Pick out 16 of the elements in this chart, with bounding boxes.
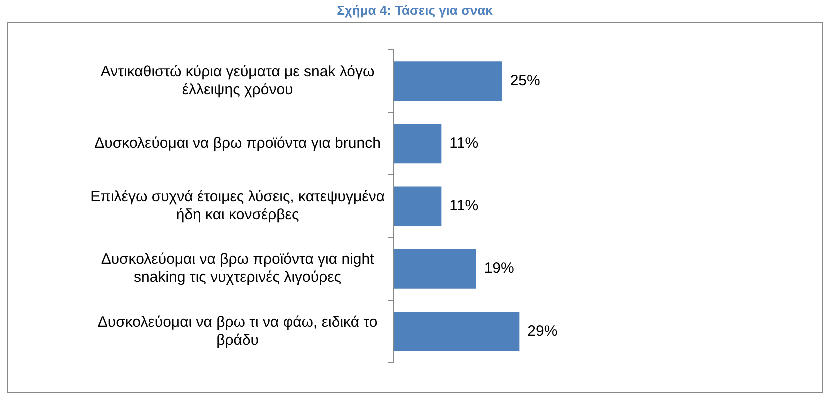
chart-title: Σχήμα 4: Τάσεις για σνακ (336, 3, 494, 20)
data-label: 29% (528, 322, 558, 340)
bar (394, 312, 520, 352)
bar (394, 62, 502, 102)
bar (394, 249, 476, 289)
y-tick-label: Δυσκολεύομαι να βρω προϊόντα για brunch (94, 135, 381, 152)
data-label: 25% (510, 72, 540, 90)
y-tick-label: Επιλέγω συχνά έτοιμες λύσεις, κατεψυγμένα ήδη και κονσέρβες (90, 188, 386, 224)
y-tick-label: Δυσκολεύομαι να βρω προϊόντα για night snaking τις νυχτερινές λιγούρες (101, 251, 376, 286)
data-label: 19% (484, 260, 514, 278)
y-tick-label: Αντικαθιστώ κύρια γεύματα με snak λόγω έλλειψης χρόνου (100, 63, 375, 98)
data-label: 11% (450, 198, 479, 215)
bar (394, 124, 442, 164)
bar (394, 186, 442, 226)
data-label: 11% (450, 135, 479, 152)
y-tick-label: Δυσκολεύομαι να βρω τι να φάω, ειδικά το βράδυ (98, 314, 378, 349)
